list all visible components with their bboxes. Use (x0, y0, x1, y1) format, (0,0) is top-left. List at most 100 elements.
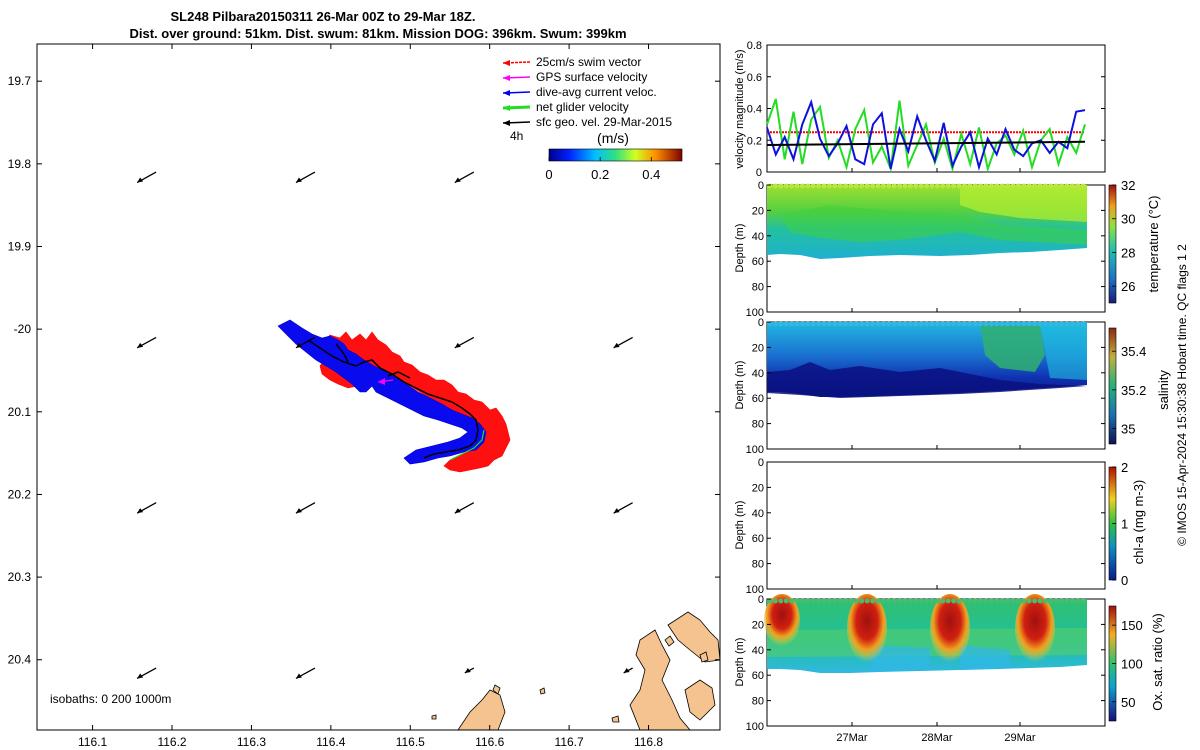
profile-dot (999, 183, 1005, 189)
temperature-cbar-label: temperature (°C) (1146, 196, 1161, 293)
profile-dot (859, 598, 865, 604)
profile-dot (1070, 321, 1075, 327)
legend-label: 25cm/s swim vector (536, 55, 641, 69)
speed-cbar-tick-label: 0 (545, 167, 552, 182)
profile-dot (1059, 183, 1064, 189)
profile-dot (978, 598, 983, 604)
cbar-tick-label: 35.4 (1121, 344, 1146, 359)
profile-dot (945, 321, 951, 327)
geo-arrowhead (295, 177, 302, 183)
map-y-tick-label: 20.1 (8, 405, 32, 419)
velocity-series-line (766, 98, 1086, 171)
profile-dot (870, 183, 875, 189)
chla-ylabel: Depth (m) (734, 501, 746, 550)
oxygen-high-blob-4 (1015, 594, 1055, 662)
geo-arrowhead (137, 673, 144, 679)
profile-dot (1010, 183, 1016, 189)
depth-tick-label: 100 (746, 444, 764, 456)
time-tick-label: 28Mar (921, 732, 953, 744)
profile-dot (897, 598, 902, 604)
temperature-surface-dots (767, 183, 1086, 189)
profile-dot (1048, 598, 1054, 604)
profile-dot (810, 321, 816, 327)
geo-arrowhead (454, 342, 461, 348)
profile-dot (816, 183, 821, 189)
map-x-tick-label: 116.1 (78, 735, 107, 749)
profile-dot (827, 598, 832, 604)
profile-dot (967, 321, 973, 327)
profile-dot (1053, 183, 1059, 189)
legend-entry: 25cm/s swim vector (502, 55, 641, 69)
geo-arrowhead (454, 508, 461, 514)
profile-dot (870, 598, 875, 604)
chla-cbar-label: chl-a (mg m-3) (1131, 480, 1146, 565)
profile-dot (989, 183, 994, 189)
salinity-surface-patch (1040, 325, 1087, 380)
map-x-axis: 116.1 116.2 116.3 116.4 116.5 116.6 116.7 116.8 (78, 44, 663, 749)
profile-dot (1032, 183, 1037, 189)
cbar-tick-label: 32 (1121, 178, 1135, 193)
profile-dot (1026, 183, 1032, 189)
depth-tick-label: 60 (752, 256, 764, 268)
profile-dot (1059, 321, 1064, 327)
depth-tick-label: 80 (752, 696, 764, 708)
profile-dot (1048, 321, 1054, 327)
profile-dot (881, 183, 886, 189)
coastline-land (431, 611, 720, 730)
profile-dot (886, 183, 892, 189)
profile-dot (773, 321, 778, 327)
velocity-ylabel: velocity magnitude (m/s) (734, 49, 746, 168)
chla-axes (766, 461, 1106, 590)
salinity-ylabel: Depth (m) (734, 361, 746, 410)
profile-dot (956, 183, 962, 189)
profile-dot (891, 183, 897, 189)
profile-dot (816, 598, 821, 604)
temperature-y-axis: 0 20 40 60 80 100 (746, 180, 1105, 319)
profile-dot (875, 183, 881, 189)
profile-dot (902, 183, 908, 189)
profile-dot (864, 321, 870, 327)
depth-tick-label: 0 (758, 457, 764, 469)
profile-dot (821, 598, 827, 604)
profile-dot (999, 321, 1005, 327)
map-x-tick-label: 116.7 (555, 735, 584, 749)
profile-dot (994, 183, 1000, 189)
profile-dot (1010, 321, 1016, 327)
legend-entry: net glider velocity (502, 100, 629, 114)
velocity-series-line (766, 140, 1086, 146)
speed-colorbar-ticks: 0 0.2 0.4 (545, 157, 660, 182)
profile-dot (1064, 321, 1070, 327)
profile-dot (983, 598, 989, 604)
oxygen-high-blob-2 (847, 594, 887, 662)
profile-dot (805, 183, 811, 189)
net-glider-track (449, 429, 485, 461)
profile-dot (918, 598, 924, 604)
velocity-y-tick-label: 0.2 (747, 135, 762, 147)
profile-dot (929, 183, 935, 189)
profile-dot (783, 321, 789, 327)
profile-dot (962, 321, 967, 327)
map-x-tick-label: 116.8 (634, 735, 663, 749)
salinity-colorbar (1108, 327, 1117, 445)
map-y-tick-label: -20 (14, 322, 32, 336)
temperature-colorbar-ticks: 26 28 30 32 (1112, 178, 1135, 294)
profile-dot (1080, 183, 1086, 189)
depth-tick-label: 20 (752, 482, 764, 494)
profile-dot (821, 321, 827, 327)
profile-dot (945, 183, 951, 189)
profile-dot (1032, 321, 1037, 327)
profile-dot (778, 321, 784, 327)
legend-label: dive-avg current veloc. (536, 85, 657, 99)
geo-arrowhead (454, 177, 461, 183)
profile-dot (1021, 598, 1027, 604)
salinity-high-patch (980, 325, 1045, 372)
temperature-thermocline (780, 205, 1087, 245)
profile-dot (918, 183, 924, 189)
profile-dot (773, 598, 778, 604)
oxygen-x-axis: 27Mar 28Mar 29Mar (836, 732, 1036, 744)
profile-dot (897, 321, 902, 327)
profile-dot (1053, 321, 1059, 327)
profile-dot (778, 183, 784, 189)
oxygen-panel: 0 20 40 60 80 100 27Mar 28Mar 29Mar Depth (m) 5… (734, 594, 1165, 744)
